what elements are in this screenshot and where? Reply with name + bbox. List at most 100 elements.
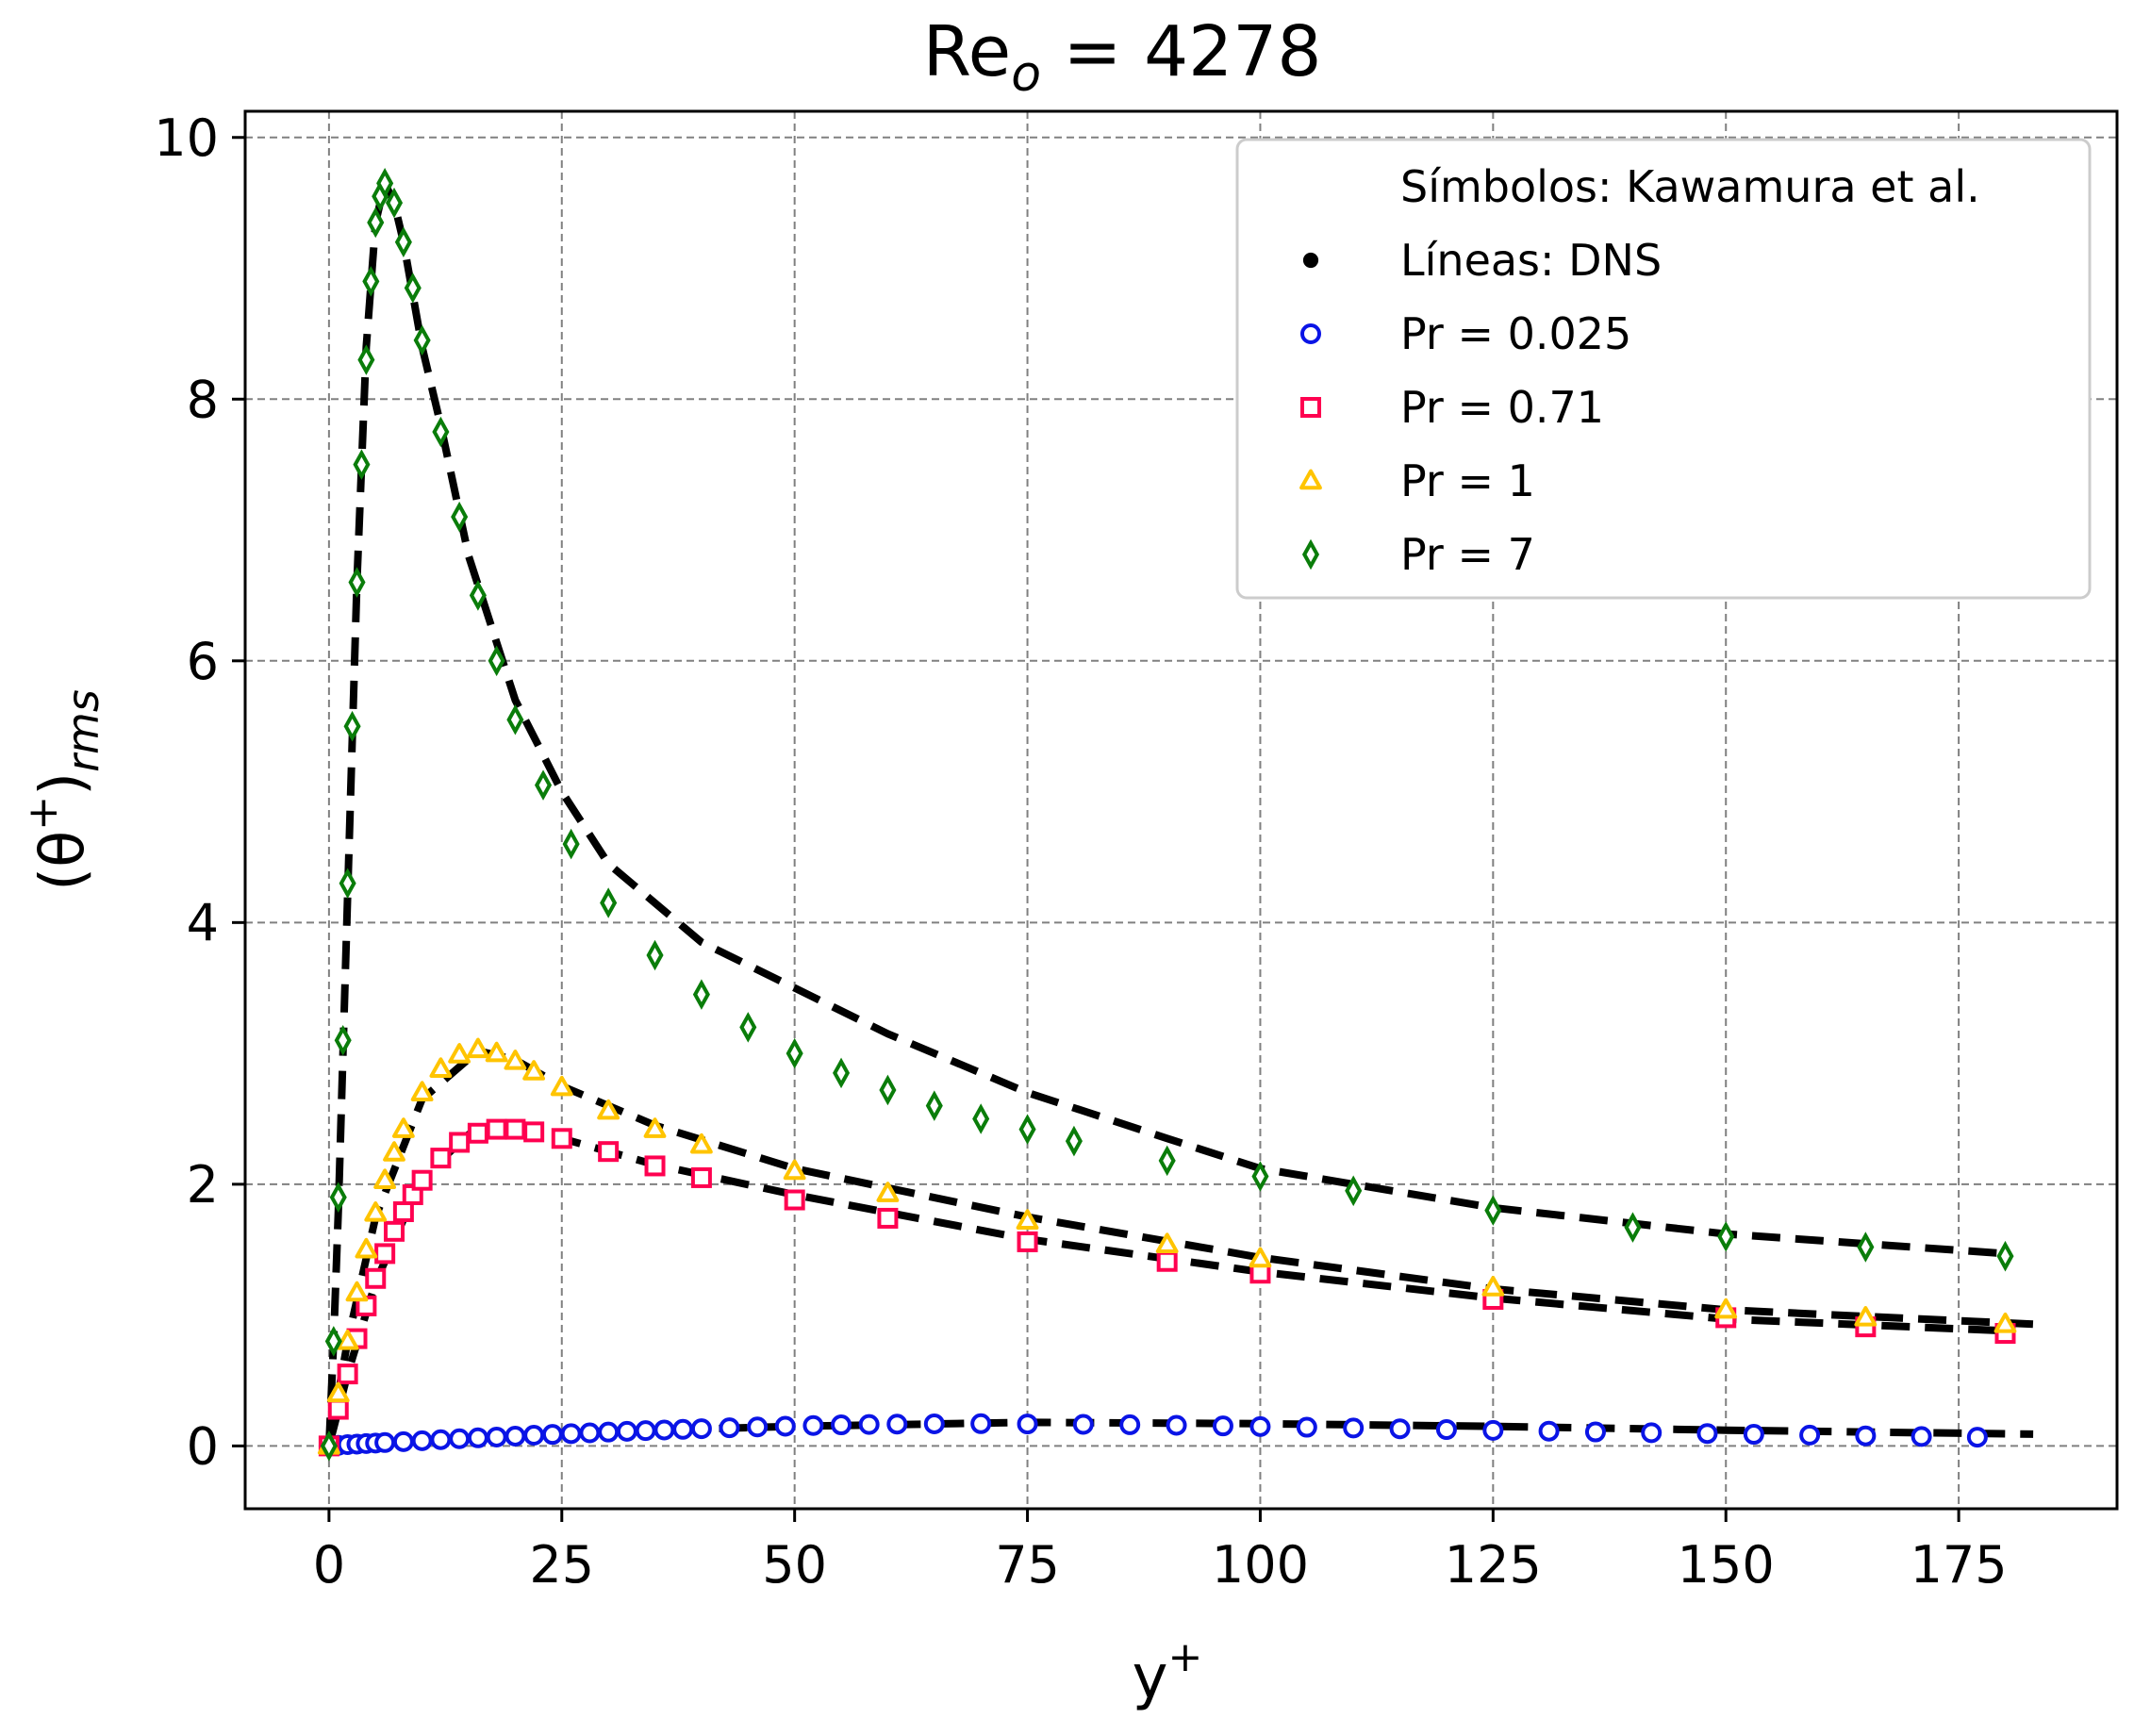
legend-label: Símbolos: Kawamura et al. [1400, 161, 1980, 212]
data-point [643, 1117, 667, 1138]
data-point [432, 416, 450, 448]
data-point [373, 1168, 397, 1189]
dns-line [324, 179, 2006, 1447]
data-point [1743, 1424, 1764, 1446]
data-point [430, 1148, 452, 1169]
data-point [364, 1201, 388, 1222]
data-point [653, 1419, 675, 1441]
data-point [598, 1421, 620, 1443]
legend-label: Pr = 0.025 [1400, 308, 1631, 359]
data-point [747, 1416, 769, 1438]
data-point [429, 1057, 453, 1078]
series-pr-7 [320, 168, 2014, 1462]
data-point [504, 1050, 527, 1070]
y-tick-label: 6 [187, 632, 219, 691]
data-point [522, 1060, 546, 1081]
data-point [1389, 1418, 1411, 1440]
data-point [831, 1414, 852, 1436]
data-point [719, 1417, 740, 1439]
data-point [534, 769, 553, 801]
data-point [833, 1057, 851, 1089]
data-point [784, 1189, 805, 1211]
data-point [560, 1423, 582, 1445]
data-point [1017, 1414, 1038, 1435]
legend-marker [1302, 252, 1319, 269]
data-point [1996, 1240, 2014, 1272]
x-axis-label: y+ [1133, 1633, 1203, 1712]
data-point [523, 1425, 545, 1447]
data-point [562, 828, 580, 860]
data-point [1714, 1298, 1738, 1319]
data-point [326, 1381, 350, 1403]
data-point [1696, 1423, 1718, 1445]
data-point [466, 1037, 489, 1059]
legend-label: Pr = 7 [1400, 529, 1535, 580]
data-point [343, 710, 361, 742]
data-point [1296, 1416, 1317, 1438]
data-point [392, 1430, 414, 1452]
data-point [690, 1166, 712, 1188]
legend-label: Pr = 1 [1400, 455, 1535, 506]
x-tick-label: 0 [313, 1535, 345, 1595]
data-point [374, 1431, 396, 1453]
data-point [1158, 1145, 1176, 1177]
data-point [336, 1330, 359, 1350]
data-point [1212, 1415, 1233, 1437]
data-point [1017, 1231, 1038, 1252]
data-point [411, 1430, 433, 1451]
x-tick-label: 100 [1212, 1535, 1309, 1595]
data-point [334, 1024, 352, 1056]
data-point [1018, 1114, 1036, 1145]
data-point [541, 1424, 563, 1446]
data-point [339, 868, 356, 899]
data-point [488, 645, 505, 677]
axes-frame [243, 109, 2119, 1511]
data-point [858, 1414, 880, 1435]
data-point [600, 887, 618, 918]
legend-marker [1300, 397, 1321, 418]
data-point [1857, 1232, 1875, 1263]
x-tick-label: 25 [529, 1535, 594, 1595]
data-point [365, 1267, 387, 1289]
legend-label: Pr = 0.71 [1400, 382, 1604, 433]
data-point [1156, 1250, 1178, 1272]
data-point [1481, 1276, 1505, 1297]
data-point [598, 1141, 620, 1163]
data-point [877, 1207, 899, 1229]
data-point [783, 1159, 806, 1181]
data-point [925, 1090, 943, 1121]
data-point [672, 1418, 694, 1440]
y-tick-label: 10 [154, 108, 219, 168]
data-point [1482, 1419, 1504, 1441]
data-point [337, 1364, 358, 1385]
data-point [774, 1415, 796, 1437]
legend-marker [1300, 323, 1321, 344]
data-point [739, 1012, 757, 1043]
data-point [329, 1182, 347, 1214]
data-point [320, 1430, 338, 1462]
data-point [451, 501, 469, 533]
data-point [1538, 1420, 1560, 1442]
data-point [1435, 1419, 1457, 1441]
data-point [1249, 1247, 1272, 1268]
data-point [413, 324, 431, 356]
data-point [324, 1326, 342, 1357]
data-point [392, 1201, 414, 1223]
data-point [385, 187, 404, 219]
data-point [1016, 1209, 1039, 1230]
data-point [348, 567, 366, 598]
data-point [467, 1122, 488, 1144]
data-point [505, 1118, 526, 1140]
y-axis-label: (θ+)rms [19, 689, 108, 891]
data-point [486, 1426, 507, 1447]
data-point [523, 1121, 545, 1143]
x-tick-label: 125 [1445, 1535, 1542, 1595]
data-point [362, 266, 380, 297]
data-point [404, 273, 422, 304]
data-point [1855, 1425, 1877, 1447]
y-tick-label: 8 [187, 370, 219, 429]
data-markers [317, 168, 2017, 1462]
chart-title: Reo = 4278 [923, 11, 1322, 103]
data-point [786, 1037, 803, 1069]
